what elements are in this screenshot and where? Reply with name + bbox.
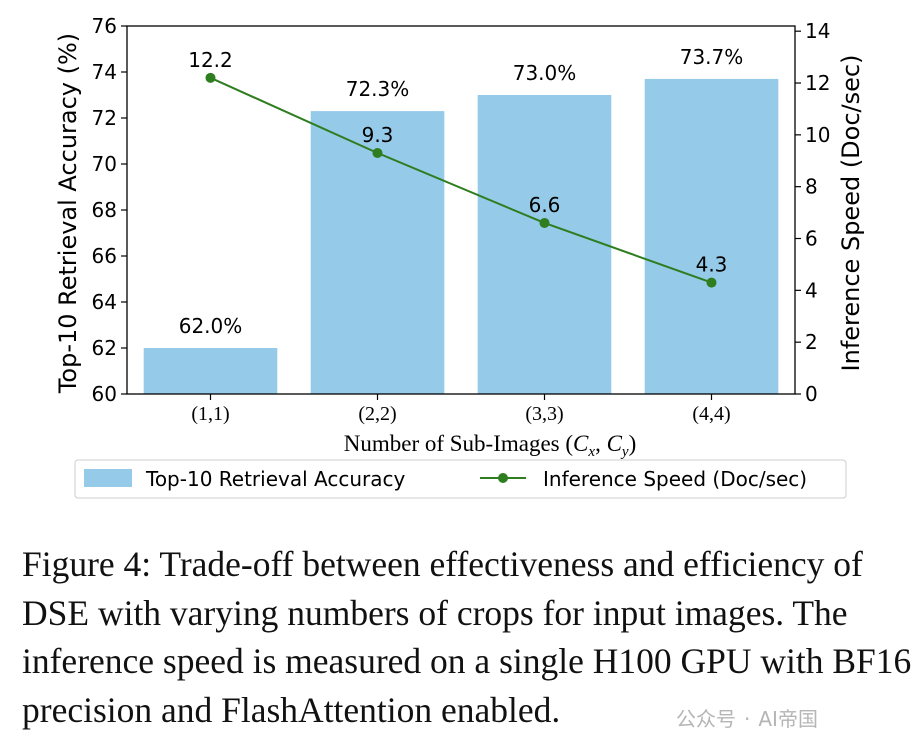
right-tick-label: 0 xyxy=(805,382,818,406)
x-tick-label: (2,2) xyxy=(358,403,396,425)
left-tick-label: 64 xyxy=(92,290,117,314)
legend-frame xyxy=(74,459,847,499)
legend-line-label: Inference Speed (Doc/sec) xyxy=(543,467,807,491)
legend: Top-10 Retrieval Accuracy Inference Spee… xyxy=(74,459,847,499)
right-tick-label: 4 xyxy=(805,278,818,302)
watermark-dot: · xyxy=(744,707,751,731)
legend-bar-label: Top-10 Retrieval Accuracy xyxy=(145,467,405,491)
right-axis-ticks: 0 2 4 6 8 10 12 14 xyxy=(795,19,830,406)
x-axis-title-c2: C xyxy=(607,431,623,456)
x-axis-title-sep: , xyxy=(595,431,607,456)
accuracy-bar-label: 73.7% xyxy=(680,45,744,69)
chart: 62.0%72.3%73.0%73.7%12.29.36.64.3 606264… xyxy=(54,14,865,499)
legend-line-marker xyxy=(498,473,508,483)
x-axis-title-sub2: y xyxy=(620,444,629,460)
x-axis-title-sub1: x xyxy=(587,444,595,460)
accuracy-bar xyxy=(310,111,445,394)
watermark: 公众号 · AI帝国 xyxy=(676,703,818,732)
right-axis-title: Inference Speed (Doc/sec) xyxy=(837,55,865,372)
figure-caption: Figure 4: Trade-off between effectivenes… xyxy=(22,544,912,730)
speed-point xyxy=(539,217,550,228)
bars-layer xyxy=(143,78,779,395)
left-tick-label: 62 xyxy=(92,336,117,360)
accuracy-bar-label: 73.0% xyxy=(513,61,577,85)
x-tick-label: (4,4) xyxy=(692,403,730,425)
left-tick-label: 72 xyxy=(92,106,117,130)
left-axis-title: Top-10 Retrieval Accuracy (%) xyxy=(54,33,82,394)
right-tick-label: 12 xyxy=(805,71,830,95)
accuracy-bar-label: 72.3% xyxy=(346,77,410,101)
right-tick-label: 6 xyxy=(805,227,818,251)
speed-line-layer xyxy=(205,72,717,288)
speed-point-label: 12.2 xyxy=(188,48,233,72)
x-axis-title-close: ) xyxy=(629,431,637,456)
x-tick-label: (1,1) xyxy=(191,403,229,425)
data-labels-layer: 62.0% 72.3% 73.0% 73.7% 12.2 9.3 6.6 4.3 xyxy=(179,45,744,338)
speed-line xyxy=(210,76,712,284)
right-tick-label: 8 xyxy=(805,175,818,199)
accuracy-bar xyxy=(143,348,278,394)
speed-point xyxy=(205,72,216,83)
left-tick-label: 60 xyxy=(92,382,117,406)
accuracy-bar-label: 62.0% xyxy=(179,314,243,338)
left-tick-label: 68 xyxy=(92,198,117,222)
left-tick-label: 66 xyxy=(92,244,117,268)
right-tick-label: 2 xyxy=(805,330,818,354)
left-tick-label: 76 xyxy=(92,14,117,38)
x-axis-title-main: Number of Sub-Images ( xyxy=(344,431,573,456)
watermark-left: 公众号 xyxy=(676,707,736,731)
speed-point-label: 9.3 xyxy=(362,123,394,147)
right-tick-label: 14 xyxy=(805,19,830,43)
left-tick-label: 70 xyxy=(92,152,117,176)
x-tick-label: (3,3) xyxy=(525,403,563,425)
speed-point-label: 4.3 xyxy=(696,253,728,277)
accuracy-bar xyxy=(644,78,779,395)
x-axis-title-c1: C xyxy=(573,431,589,456)
x-axis-title: Number of Sub-Images (Cx, Cy) xyxy=(344,431,637,460)
right-tick-label: 10 xyxy=(805,123,830,147)
watermark-right: AI帝国 xyxy=(758,707,818,731)
left-tick-label: 74 xyxy=(92,60,117,84)
x-axis-ticks: (1,1) (2,2) (3,3) (4,4) xyxy=(191,394,731,425)
left-axis-ticks: 60 62 64 66 68 70 72 74 76 xyxy=(92,14,127,406)
accuracy-bar xyxy=(477,95,612,394)
speed-point xyxy=(372,147,383,158)
speed-point-label: 6.6 xyxy=(529,193,561,217)
speed-point xyxy=(706,277,717,288)
legend-bar-swatch xyxy=(84,469,132,487)
